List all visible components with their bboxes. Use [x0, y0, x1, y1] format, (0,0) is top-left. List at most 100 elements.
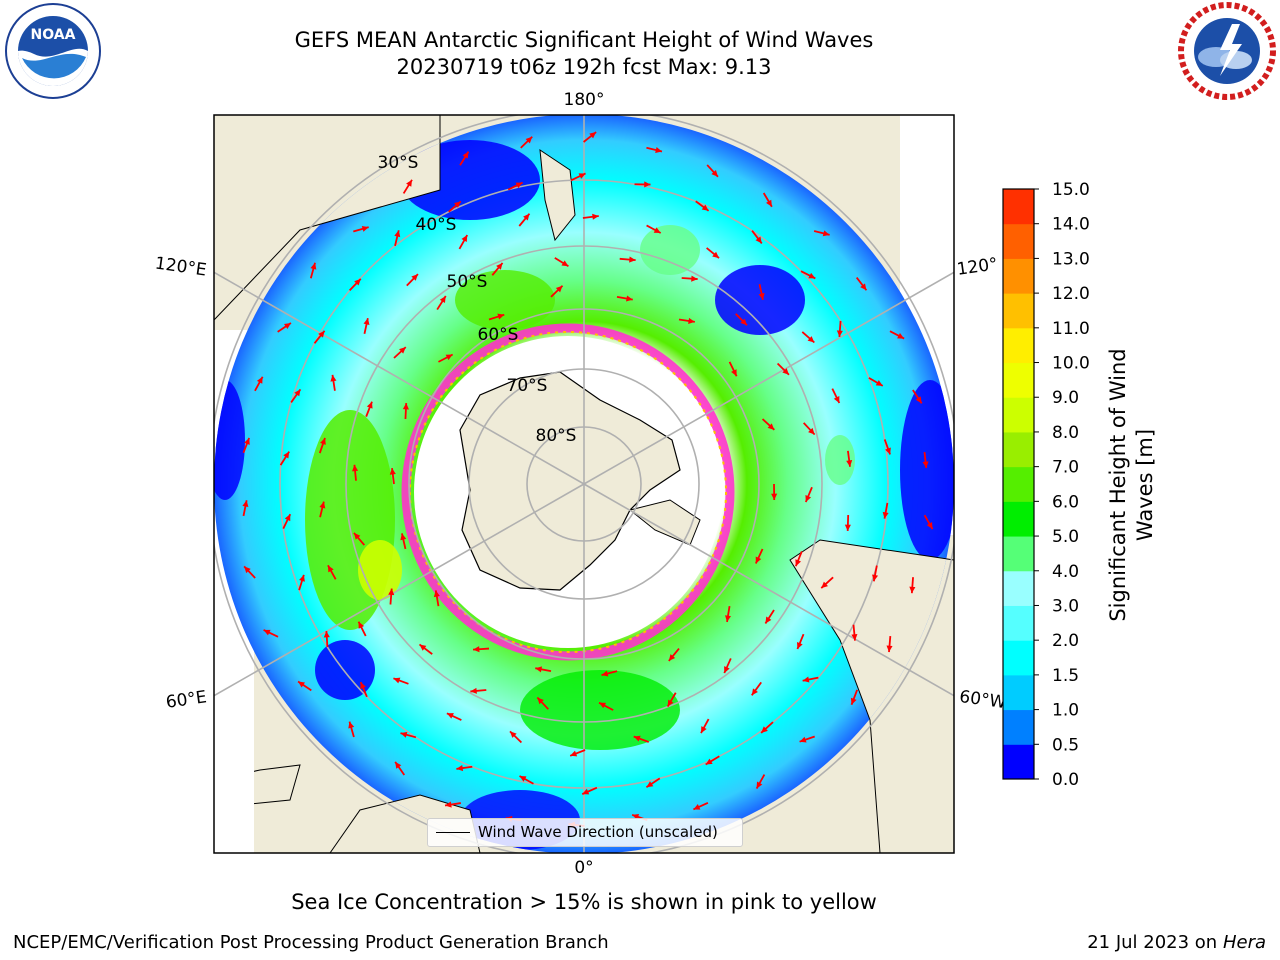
colorbar-swatch — [1003, 189, 1034, 225]
wave-direction-arrow — [318, 437, 326, 454]
lat-label-30s: 30°S — [378, 153, 419, 173]
wave-direction-arrow — [313, 330, 326, 344]
wave-direction-arrow — [796, 633, 805, 650]
wave-direction-arrow — [363, 317, 370, 334]
colorbar-tick-label: 0.0 — [1052, 770, 1079, 790]
colorbar-swatch — [1003, 570, 1034, 606]
wave-direction-arrow — [394, 761, 406, 776]
wave-direction-arrow — [695, 200, 710, 212]
wave-direction-arrow — [402, 179, 413, 194]
wave-direction-arrow — [520, 136, 533, 149]
wave-direction-arrow — [886, 636, 893, 653]
wave-direction-arrow — [760, 721, 774, 734]
wave-direction-arrow — [444, 801, 461, 808]
antarctic-peninsula — [628, 499, 701, 546]
wave-direction-arrow — [472, 646, 490, 653]
lon-label-0: 0° — [574, 858, 593, 878]
wave-direction-arrow — [813, 230, 830, 237]
legend-line-sample — [436, 832, 470, 833]
map-frame — [213, 114, 955, 854]
wave-direction-arrow — [889, 330, 905, 340]
wave-direction-arrow — [459, 151, 470, 166]
wave-direction-arrow — [761, 418, 775, 431]
colorbar-tick-label: 10.0 — [1052, 354, 1090, 374]
wave-direction-arrow — [488, 313, 505, 321]
wave-direction-arrow — [583, 131, 597, 143]
wave-direction-arrow — [319, 501, 326, 518]
sea-ice-edge — [401, 323, 735, 661]
wave-direction-arrow — [693, 801, 709, 811]
wave-direction-arrow — [323, 631, 330, 648]
wave-direction-arrow — [912, 389, 923, 404]
wave-direction-arrow — [723, 658, 732, 674]
wave-direction-arrow — [923, 514, 934, 530]
wave-direction-arrow — [298, 574, 305, 591]
wave-direction-arrow — [751, 681, 762, 696]
colorbar-swatch — [1003, 431, 1034, 468]
colorbar-tick-label: 1.0 — [1052, 701, 1079, 721]
colorbar-swatch — [1003, 397, 1034, 433]
wave-direction-arrow — [518, 213, 531, 227]
colorbar-swatch — [1003, 466, 1034, 502]
wave-direction-arrow — [794, 551, 803, 567]
wave-direction-arrow — [755, 774, 766, 789]
wave-direction-arrow — [762, 192, 773, 208]
wave-direction-arrow — [242, 500, 249, 517]
wave-direction-arrow — [436, 295, 447, 311]
wave-direction-arrow — [243, 565, 256, 579]
wave-direction-arrow — [456, 765, 473, 772]
wave-direction-arrow — [801, 331, 815, 344]
wave-direction-arrow — [242, 437, 251, 454]
wave-direction-arrow — [254, 376, 264, 392]
wave-direction-arrow — [536, 696, 549, 710]
graticule — [214, 115, 954, 853]
lon-label-60w: 60°W — [958, 687, 1007, 713]
colorbar-tick-label: 6.0 — [1052, 492, 1079, 512]
colorbar-tick-label: 0.5 — [1052, 735, 1079, 755]
colorbar-tick-label: 11.0 — [1052, 319, 1090, 339]
wave-direction-arrow — [446, 712, 462, 721]
wave-direction-arrow — [836, 320, 843, 337]
wave-direction-arrow — [448, 200, 462, 213]
wave-direction-arrow — [882, 502, 889, 519]
colorbar-tick-label: 12.0 — [1052, 284, 1090, 304]
wave-direction-arrow — [705, 755, 720, 766]
wave-direction-arrow — [582, 213, 599, 220]
lon-label-60e: 60°E — [165, 687, 208, 712]
wave-direction-arrow — [758, 283, 765, 300]
colorbar-tick-label: 2.0 — [1052, 631, 1079, 651]
wave-direction-arrow — [850, 689, 859, 706]
colorbar-swatch — [1003, 223, 1034, 259]
wave-direction-arrow — [666, 692, 677, 708]
colorbar-label-line2: Waves [m] — [1133, 429, 1157, 541]
wave-direction-arrow — [438, 353, 454, 363]
wave-direction-arrow — [357, 621, 367, 637]
chart-title: GEFS MEAN Antarctic Significant Height o… — [294, 28, 874, 52]
wave-direction-arrow — [803, 422, 816, 436]
wave-direction-arrow — [706, 164, 719, 178]
noaa-logo: NOAA — [5, 3, 101, 99]
wave-direction-arrow — [844, 514, 851, 531]
colorbar-tick-label: 1.5 — [1052, 666, 1079, 686]
wave-direction-arrow — [598, 701, 614, 711]
wind-wave-arrows — [242, 131, 934, 828]
wave-direction-arrow — [802, 676, 819, 683]
colorbar-swatch — [1003, 709, 1034, 745]
colorbar-tick-label: 7.0 — [1052, 458, 1079, 478]
wave-direction-arrow — [581, 786, 598, 795]
chart-subtitle: 20230719 t06z 192h fcst Max: 9.13 — [396, 55, 772, 79]
wave-direction-arrow — [706, 247, 720, 259]
lon-label-180: 180° — [564, 90, 605, 110]
wave-direction-arrow — [855, 277, 868, 291]
wave-direction-arrow — [519, 775, 534, 785]
wave-direction-arrow — [418, 643, 433, 655]
wave-direction-arrow — [776, 362, 790, 376]
wave-direction-arrow — [353, 225, 369, 233]
wave-direction-arrow — [327, 564, 337, 580]
colorbar-swatch — [1003, 536, 1034, 572]
legend-label: Wind Wave Direction (unscaled) — [478, 823, 718, 841]
colorbar-swatch — [1003, 362, 1034, 398]
wave-direction-arrow — [279, 451, 290, 466]
wave-direction-arrow — [646, 224, 662, 234]
